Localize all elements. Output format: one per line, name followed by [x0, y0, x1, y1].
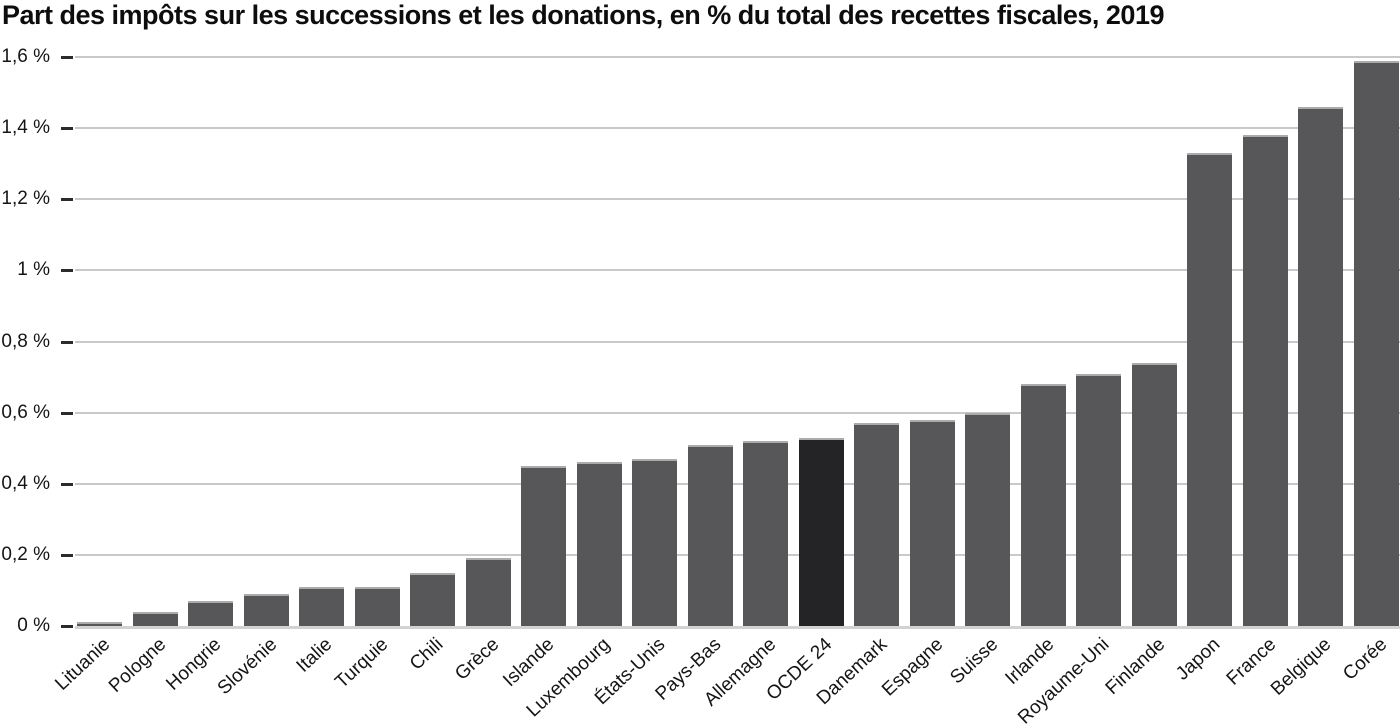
- bar-pologne: [133, 612, 178, 626]
- y-axis-label: 0,8 %: [1, 330, 50, 352]
- bar-etats-unis: [632, 459, 677, 626]
- chart-title: Part des impôts sur les successions et l…: [2, 0, 1164, 30]
- bar-islande: [521, 466, 566, 626]
- bar-finlande: [1132, 363, 1177, 626]
- y-axis-tick: [61, 56, 73, 59]
- y-axis-label: 0,6 %: [1, 401, 50, 423]
- y-axis-tick: [61, 411, 73, 415]
- bar-grece: [466, 558, 511, 626]
- bar-slovenie: [244, 594, 289, 626]
- bar-coree: [1354, 61, 1399, 626]
- y-axis-tick: [61, 269, 73, 273]
- bar-turquie: [355, 587, 400, 626]
- bar-ocde-24: [799, 438, 844, 626]
- y-axis-label: 0 %: [17, 615, 50, 636]
- gridline-0-8: [75, 340, 1400, 343]
- bar-italie: [299, 587, 344, 626]
- gridline-1-6: [75, 56, 1400, 58]
- y-axis-tick: [61, 482, 73, 486]
- gridline-1-4: [75, 127, 1400, 130]
- bar-irlande: [1021, 384, 1066, 626]
- bar-lituanie: [77, 622, 122, 626]
- y-axis-label: 1 %: [17, 259, 50, 281]
- y-axis-tick: [61, 553, 73, 557]
- bar-chili: [410, 573, 455, 626]
- bar-luxembourg: [577, 462, 622, 626]
- gridline-0-6: [75, 411, 1400, 414]
- gridline-1-2: [75, 198, 1400, 201]
- bar-danemark: [854, 423, 899, 626]
- x-axis-line: [75, 626, 1400, 629]
- y-axis-tick: [61, 340, 73, 344]
- y-axis-label: 1,2 %: [1, 188, 50, 210]
- bar-royaume-uni: [1076, 374, 1121, 626]
- bar-france: [1243, 135, 1288, 626]
- y-axis-tick: [61, 198, 73, 202]
- bar-allemagne: [743, 441, 788, 626]
- gridline-0-4: [75, 482, 1400, 485]
- bar-suisse: [965, 413, 1010, 626]
- y-axis-label: 0,4 %: [1, 472, 50, 494]
- gridline-1: [75, 269, 1400, 272]
- y-axis-tick: [61, 625, 73, 628]
- gridline-0-2: [75, 553, 1400, 556]
- bar-hongrie: [188, 601, 233, 626]
- bar-pays-bas: [688, 445, 733, 626]
- y-axis-label: 1,4 %: [1, 117, 50, 139]
- bar-espagne: [910, 420, 955, 626]
- y-axis-label: 1,6 %: [1, 46, 50, 67]
- bar-belgique: [1298, 107, 1343, 626]
- y-axis-label: 0,2 %: [1, 543, 50, 565]
- bar-japon: [1187, 153, 1232, 626]
- y-axis-tick: [61, 127, 73, 131]
